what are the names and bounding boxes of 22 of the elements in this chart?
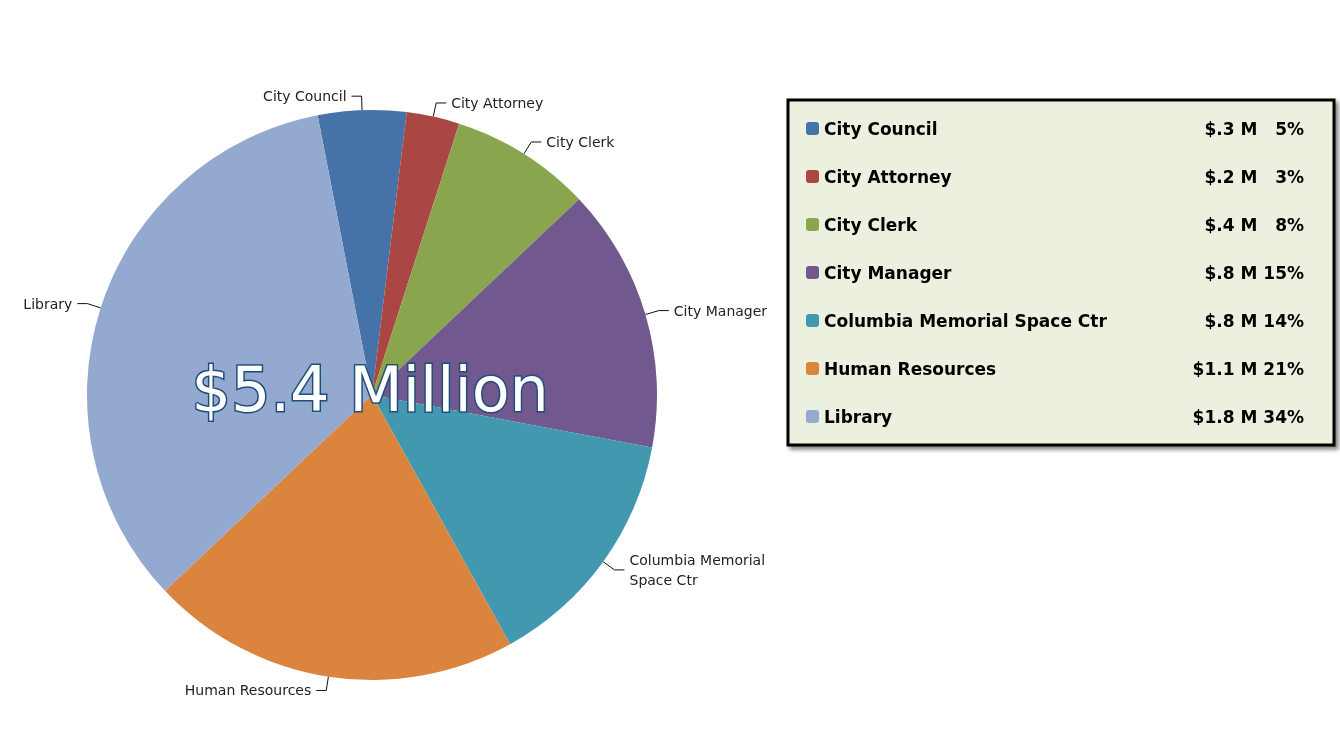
text: $5.4 Million [191,353,549,426]
legend-label: City Attorney [824,166,952,187]
slice-label: Library [23,295,73,312]
legend-label: Library [824,406,893,427]
data-label: $1.8 M 34% [1192,406,1304,427]
slice-label: Human Resources [184,682,312,699]
legend-label: Human Resources [824,358,997,379]
legend-label: City Manager [824,262,953,283]
slice-label: City Clerk [546,133,616,150]
slice-label: Columbia Memorial Space Ctr [629,551,770,588]
data-label: $.4 M 8% [1204,214,1304,235]
data-label: $.3 M 5% [1204,118,1304,139]
legend-label: Columbia Memorial Space Ctr [824,310,1108,331]
data-label: $.8 M 15% [1204,262,1304,283]
slice-label: City Council [263,88,347,105]
slice-label: City Manager [673,302,768,319]
data-label: $.2 M 3% [1204,166,1304,187]
data-label: $.8 M 14% [1204,310,1304,331]
slice-label: City Attorney [451,94,544,111]
legend-label: City Clerk [824,214,918,235]
data-label: $1.1 M 21% [1192,358,1304,379]
legend-label: City Council [824,118,938,139]
